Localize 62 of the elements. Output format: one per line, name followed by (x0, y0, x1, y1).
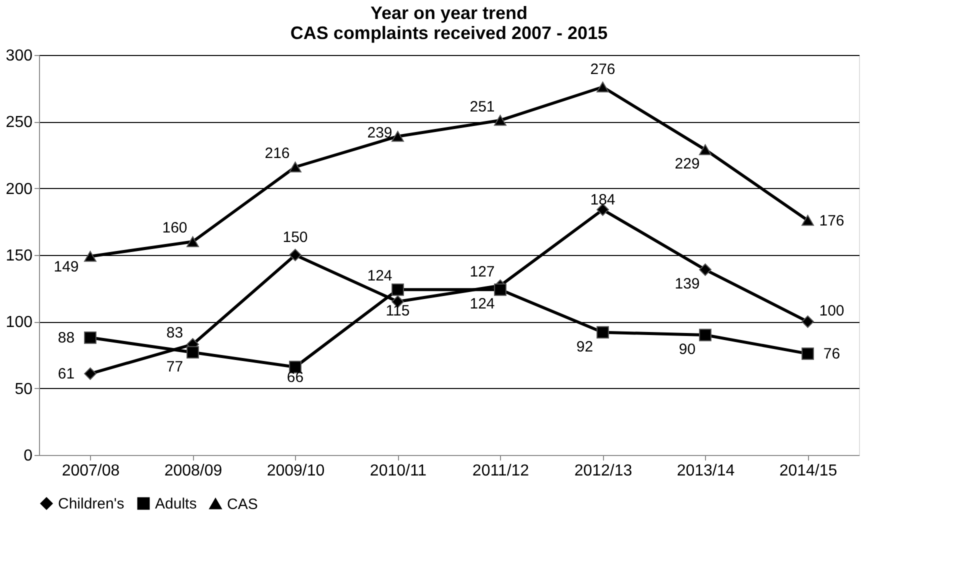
legend-label: Children's (58, 496, 124, 513)
data-label: 115 (386, 302, 410, 320)
data-label: 66 (286, 369, 304, 386)
point (494, 114, 506, 126)
data-label: 92 (576, 338, 594, 356)
point (289, 248, 302, 262)
data-label: 276 (590, 61, 616, 78)
point (84, 331, 96, 344)
point (186, 346, 199, 359)
x-tick-label: 2008/09 (164, 462, 222, 480)
point (186, 236, 199, 248)
y-tick-label: 200 (6, 180, 33, 198)
point (802, 347, 814, 360)
y-tick-label: 150 (6, 248, 33, 264)
point (802, 315, 814, 328)
data-label: 216 (264, 145, 290, 162)
y-tick-label: 250 (6, 114, 33, 132)
x-tick-label: 2011/12 (472, 462, 530, 480)
data-label: 184 (590, 192, 616, 209)
legend-label: CAS (227, 496, 258, 513)
x-tick-label: 2010/11 (370, 462, 427, 480)
data-label: 239 (367, 124, 392, 142)
data-label: 61 (58, 366, 75, 383)
x-tick-label: 2007/08 (62, 462, 120, 480)
data-label: 83 (166, 324, 184, 342)
x-tick-label: 2012/13 (574, 462, 632, 480)
data-label: 176 (819, 212, 844, 230)
y-tick-label: 300 (6, 48, 33, 64)
point (699, 144, 712, 156)
y-tick-label: 50 (14, 380, 33, 398)
point (596, 82, 609, 92)
legend-label: Adults (155, 496, 197, 513)
data-label: 77 (166, 358, 184, 376)
data-label: 127 (470, 264, 495, 281)
point (494, 283, 506, 296)
point (392, 283, 404, 296)
data-label: 150 (282, 229, 308, 246)
data-label: 139 (674, 276, 700, 293)
data-label: 76 (823, 346, 840, 363)
data-label: 90 (678, 341, 696, 358)
data-label: 124 (367, 268, 392, 285)
point (392, 130, 404, 142)
x-tick-label: 2014/15 (779, 462, 838, 480)
x-tick-label: 2009/10 (266, 462, 325, 480)
data-label: 251 (470, 98, 495, 116)
x-tick-label: 2013/14 (676, 462, 735, 480)
point (84, 250, 96, 262)
point (699, 263, 712, 276)
data-label: 88 (58, 330, 75, 347)
point (596, 326, 609, 339)
data-label: 229 (674, 156, 700, 173)
point (699, 328, 712, 342)
point (84, 367, 96, 380)
y-tick-label: 0 (24, 448, 33, 464)
data-label: 124 (470, 296, 495, 313)
point (802, 214, 814, 226)
point (289, 162, 302, 172)
data-label: 100 (819, 302, 844, 320)
data-label: 149 (54, 258, 79, 276)
chart-title: Year on year trend CAS complaints received 2007 - 2015 (290, 3, 608, 43)
data-label: 160 (162, 220, 188, 237)
y-tick-label: 100 (6, 314, 33, 332)
